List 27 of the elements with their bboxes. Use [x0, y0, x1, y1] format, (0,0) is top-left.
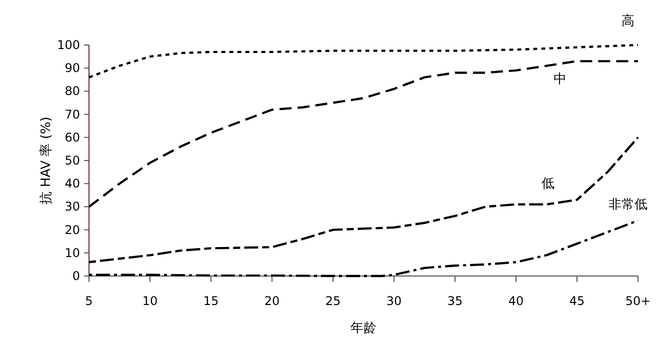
y-tick-label: 70 — [64, 107, 80, 122]
y-tick-label: 90 — [64, 61, 80, 76]
x-tick-label: 25 — [325, 294, 341, 308]
x-tick-label: 35 — [447, 294, 463, 308]
x-tick-label: 45 — [569, 294, 585, 308]
y-tick-label: 0 — [72, 269, 80, 283]
y-tick-label: 100 — [57, 38, 80, 52]
y-tick-label: 50 — [64, 154, 80, 168]
x-tick-label: 10 — [142, 294, 158, 308]
series-label: 非常低 — [608, 198, 648, 213]
series-label: 高 — [622, 13, 634, 29]
x-tick-label: 50+ — [625, 294, 651, 308]
x-axis-title: 年龄 — [350, 321, 376, 336]
x-tick-label: 20 — [264, 294, 280, 308]
y-tick-label: 30 — [64, 200, 80, 214]
y-tick-label: 10 — [64, 246, 80, 260]
x-tick-label: 5 — [85, 294, 93, 308]
y-axis-title: 抗 HAV 率 (%) — [38, 116, 54, 204]
x-tick-label: 30 — [386, 294, 402, 308]
y-tick-label: 60 — [64, 130, 80, 144]
y-tick-label: 20 — [64, 222, 80, 237]
y-tick-label: 40 — [64, 176, 80, 191]
x-tick-label: 15 — [203, 294, 219, 308]
series-label: 中 — [554, 72, 566, 88]
series-label: 低 — [542, 176, 554, 192]
y-tick-label: 80 — [64, 84, 80, 98]
x-tick-label: 40 — [508, 294, 524, 308]
